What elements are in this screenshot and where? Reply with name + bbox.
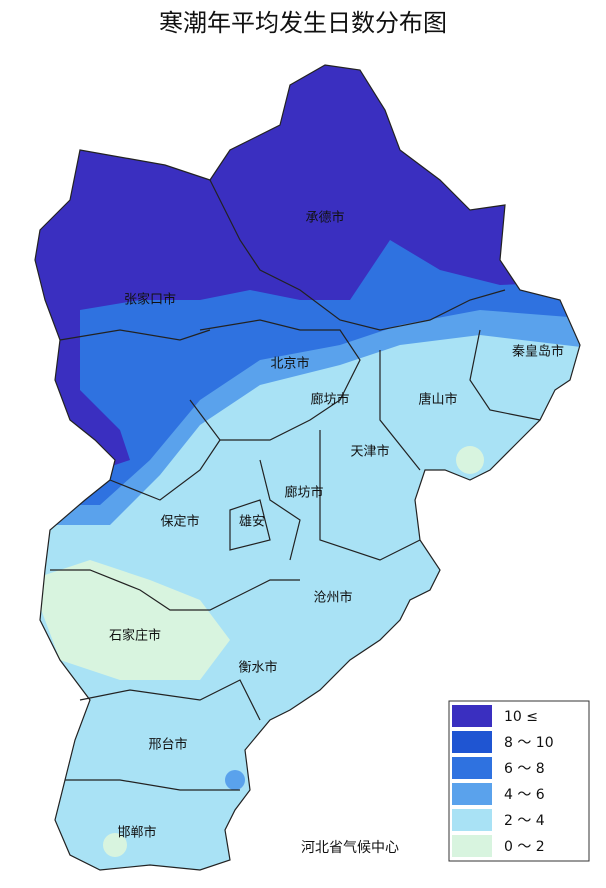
zone-0-2 xyxy=(103,833,127,857)
source: 河北省气候中心 xyxy=(301,840,399,856)
legend-swatch xyxy=(452,835,492,857)
city-border xyxy=(229,499,271,551)
legend-label: 0 ～ 2 xyxy=(504,839,545,855)
city-label: 承德市 xyxy=(305,210,344,226)
legend-swatch xyxy=(452,731,492,753)
legend-frame xyxy=(448,700,590,862)
city-label: 邯郸市 xyxy=(117,825,156,841)
legend-label: 2 ～ 4 xyxy=(504,813,545,829)
legend-label: 4 ～ 6 xyxy=(504,787,545,803)
city-label: 天津市 xyxy=(350,444,389,460)
city-label: 邢台市 xyxy=(148,737,187,753)
map-title: 寒潮年平均发生日数分布图 xyxy=(159,9,447,37)
city-label: 沧州市 xyxy=(313,590,352,606)
legend-swatch xyxy=(452,705,492,727)
city-border xyxy=(199,319,361,441)
city-border xyxy=(319,430,421,561)
city-border xyxy=(259,459,301,561)
city-border xyxy=(379,350,421,471)
legend-swatch xyxy=(452,809,492,831)
zone-0-2 xyxy=(35,560,230,680)
city-label: 雄安 xyxy=(239,515,265,530)
borders xyxy=(34,64,581,871)
zone-0-2 xyxy=(456,446,484,474)
city-border xyxy=(469,329,541,421)
city-label: 唐山市 xyxy=(418,392,457,408)
legend-label: 10 ≤ xyxy=(504,709,538,725)
legend-label: 6 ～ 8 xyxy=(504,761,545,777)
legend: 10 ≤ 8 ～ 10 6 ～ 8 4 ～ 6 2 ～ 4 0 ～ 2 xyxy=(448,700,590,862)
legend-label: 8 ～ 10 xyxy=(504,735,554,751)
city-label: 北京市 xyxy=(270,356,309,372)
city-border xyxy=(65,779,240,791)
city-label: 石家庄市 xyxy=(109,628,161,644)
city-label: 张家口市 xyxy=(124,292,176,308)
legend-swatch xyxy=(452,783,492,805)
city-label: 秦皇岛市 xyxy=(512,344,564,360)
city-label: 廊坊市 xyxy=(310,392,349,408)
city-border xyxy=(59,329,211,341)
city-border xyxy=(50,569,300,611)
city-label: 廊坊市 xyxy=(284,485,323,501)
city-border xyxy=(209,179,506,331)
city-label: 保定市 xyxy=(160,514,199,530)
city-border xyxy=(79,679,261,721)
legend-swatch xyxy=(452,757,492,779)
city-label: 衡水市 xyxy=(238,660,277,676)
city-border xyxy=(109,399,221,501)
zone-4-6 xyxy=(225,770,245,790)
